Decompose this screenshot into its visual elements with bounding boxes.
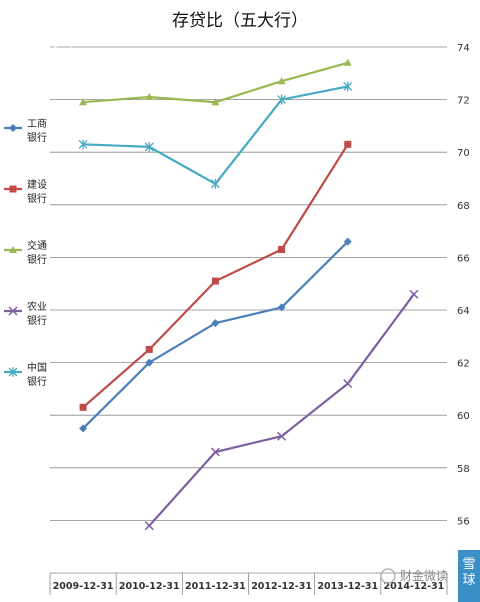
data-point — [144, 521, 154, 531]
data-point — [79, 424, 88, 433]
data-point — [277, 77, 286, 85]
data-point — [343, 81, 353, 92]
legend-label: 工商银行 — [27, 117, 47, 144]
legend-item-农业银行: 农业银行 — [4, 300, 47, 327]
series-建设银行 — [79, 140, 352, 411]
legend-label: 中国银行 — [27, 361, 47, 388]
y-tick-label: 64 — [457, 306, 470, 317]
series-农业银行 — [144, 289, 419, 531]
chart-title: 存贷比（五大行） — [172, 11, 308, 31]
legend-item-交通银行: 交通银行 — [4, 239, 47, 266]
data-point — [145, 358, 154, 367]
legend-label: 农业银行 — [27, 300, 47, 327]
y-tick-label: 70 — [457, 148, 470, 159]
footer-badge: 雪球 — [458, 550, 480, 602]
data-point — [278, 246, 286, 254]
y-tick-label: 72 — [457, 96, 470, 107]
legend-swatch-marker — [8, 306, 18, 316]
legend-label: 建设银行 — [27, 178, 47, 205]
data-point — [145, 345, 153, 353]
wechat-icon — [380, 568, 396, 584]
series-工商银行 — [79, 237, 352, 433]
x-tick-label: 2011-12-31 — [185, 581, 246, 592]
plot-area: 56 58 60 62 64 66 68 70 72 74 2009-12-31 2010-12-31… — [49, 43, 470, 595]
series-中国银行 — [78, 81, 353, 189]
data-point — [210, 178, 220, 189]
legend-item-建设银行: 建设银行 — [4, 178, 47, 205]
y-tick-label: 66 — [457, 253, 470, 264]
data-point — [277, 94, 287, 105]
footer-brand-text: 财金微读 — [400, 568, 448, 583]
legend-swatch-marker — [9, 124, 17, 132]
y-tick-label: 58 — [457, 464, 470, 475]
series-line — [82, 240, 349, 430]
data-point — [211, 319, 220, 328]
y-tick-label: 60 — [457, 411, 470, 422]
footer-brand: 财金微读 — [380, 568, 448, 584]
data-point — [344, 140, 352, 148]
series-交通银行 — [79, 58, 352, 106]
data-point — [211, 277, 219, 285]
data-point — [79, 403, 87, 411]
watermark-text: @银狐之王 — [8, 38, 78, 54]
data-point — [144, 141, 154, 152]
y-tick-label: 74 — [457, 43, 470, 54]
series-line — [83, 61, 349, 104]
legend-item-工商银行: 工商银行 — [4, 117, 47, 144]
x-tick-label: 2012-12-31 — [251, 581, 312, 592]
marker-stroke — [277, 431, 287, 441]
data-point — [277, 303, 286, 312]
data-point — [409, 289, 419, 299]
y-tick-label: 68 — [457, 201, 470, 212]
data-point — [145, 92, 154, 100]
marker-stroke — [210, 447, 220, 457]
data-point — [343, 379, 353, 389]
legend-swatch-marker — [9, 185, 17, 193]
data-point — [343, 237, 352, 246]
data-point — [211, 98, 220, 106]
y-tick-label: 56 — [457, 516, 470, 527]
marker-stroke — [343, 379, 353, 389]
x-tick-label: 2010-12-31 — [119, 581, 180, 592]
series-line — [148, 293, 415, 527]
footer-badge-text: 雪球 — [462, 557, 475, 588]
legend-swatch-marker — [9, 246, 17, 253]
legend-label: 交通银行 — [27, 239, 47, 266]
footer-badge-box — [458, 550, 480, 602]
marker-stroke — [8, 306, 18, 316]
legend-swatch-marker — [8, 367, 18, 377]
x-tick-label: 2009-12-31 — [53, 581, 114, 592]
data-point — [277, 431, 287, 441]
x-tick-label: 2014-12-31 — [384, 581, 445, 592]
data-point — [343, 58, 352, 66]
x-tick-label: 2013-12-31 — [317, 581, 378, 592]
y-tick-label: 62 — [457, 359, 470, 370]
legend-item-中国银行: 中国银行 — [4, 361, 47, 388]
data-point — [79, 98, 88, 106]
data-point — [78, 139, 88, 150]
data-point — [210, 447, 220, 457]
marker-stroke — [409, 289, 419, 299]
marker-stroke — [144, 521, 154, 531]
